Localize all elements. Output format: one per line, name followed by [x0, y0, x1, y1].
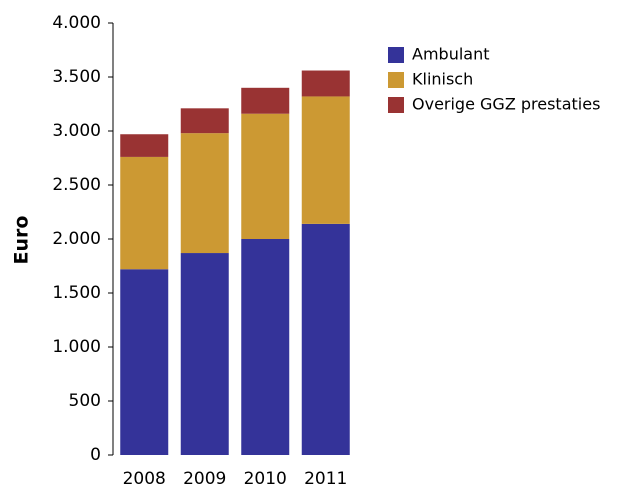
- bar-segment: [301, 96, 350, 224]
- bar-segment: [241, 87, 290, 114]
- legend-label: Ambulant: [412, 45, 490, 64]
- x-tick-label: 2011: [304, 469, 347, 489]
- legend-swatch: [388, 47, 404, 63]
- bar-segment: [180, 253, 229, 455]
- y-tick-label: 0: [90, 445, 101, 465]
- legend-label: Overige GGZ prestaties: [412, 95, 600, 114]
- y-tick-label: 2.500: [52, 175, 101, 195]
- y-tick-label: 500: [69, 391, 101, 411]
- x-tick-label: 2009: [183, 469, 226, 489]
- bar-segment: [120, 269, 169, 455]
- y-tick-label: 3.000: [52, 121, 101, 141]
- x-tick-label: 2010: [244, 469, 287, 489]
- legend-swatch: [388, 72, 404, 88]
- bar-segment: [180, 108, 229, 134]
- bar-segment: [301, 70, 350, 97]
- bar-segment: [120, 156, 169, 270]
- y-axis-label: Euro: [11, 216, 33, 265]
- bar-segment: [241, 113, 290, 239]
- y-tick-label: 3.500: [52, 67, 101, 87]
- legend-label: Klinisch: [412, 70, 473, 89]
- bar-segment: [120, 134, 169, 157]
- bar-segment: [241, 239, 290, 455]
- legend-swatch: [388, 97, 404, 113]
- y-tick-label: 1.000: [52, 337, 101, 357]
- bar-segment: [180, 133, 229, 254]
- y-tick-label: 1.500: [52, 283, 101, 303]
- y-tick-label: 2.000: [52, 229, 101, 249]
- y-tick-label: 4.000: [52, 13, 101, 33]
- bar-segment: [301, 223, 350, 455]
- x-tick-label: 2008: [123, 469, 166, 489]
